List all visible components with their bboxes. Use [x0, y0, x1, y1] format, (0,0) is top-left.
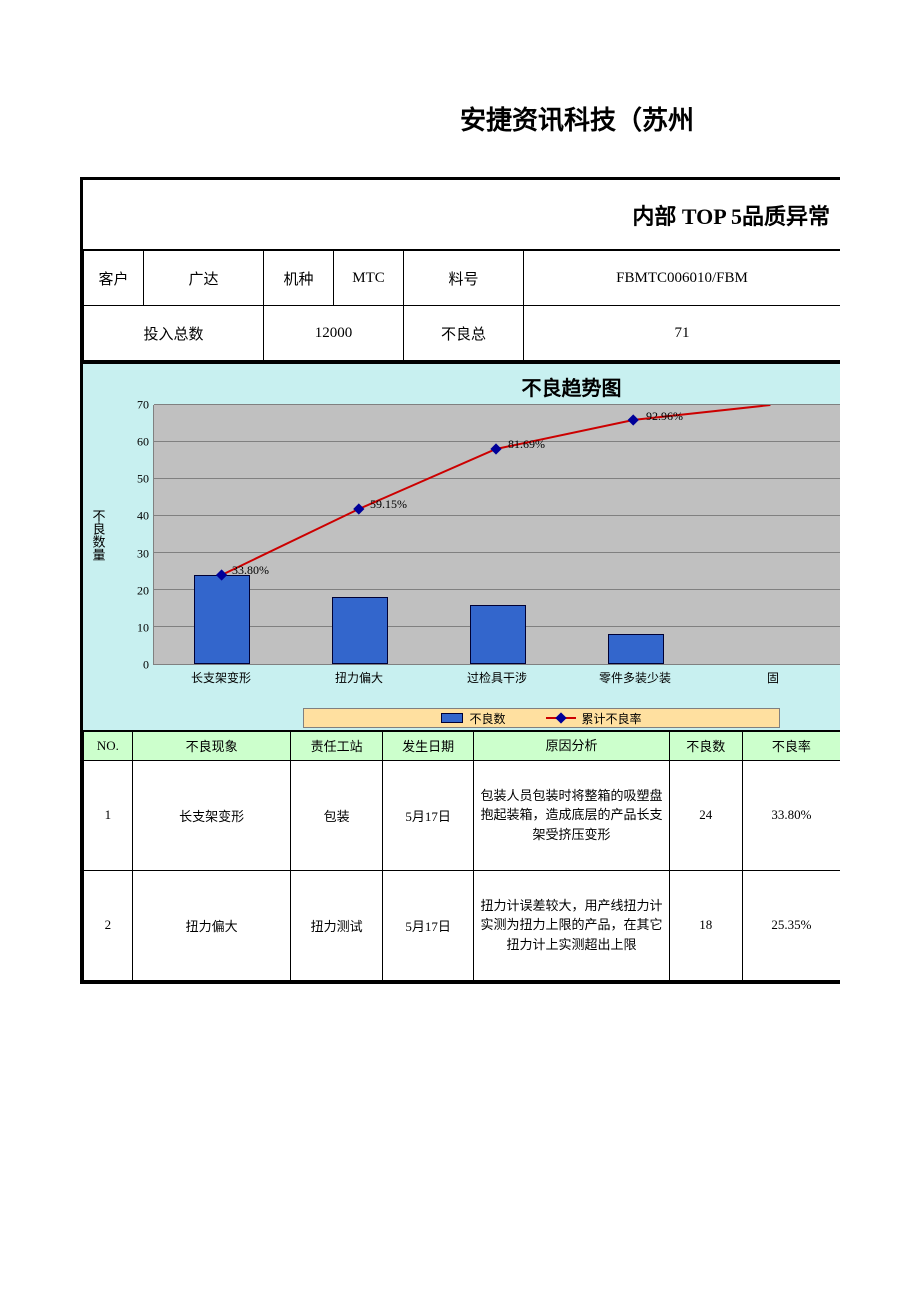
y-tick: 50	[137, 472, 149, 487]
th-cause: 原因分析	[474, 732, 669, 761]
th-rate: 不良率	[742, 732, 840, 761]
chart-legend: 不良数 累计不良率	[303, 708, 780, 728]
th-station: 责任工站	[291, 732, 383, 761]
model-label: 机种	[264, 251, 334, 306]
y-tick: 40	[137, 509, 149, 524]
y-tick: 0	[143, 658, 149, 673]
grid-line	[154, 404, 840, 405]
pct-label-2: 59.15%	[370, 497, 407, 512]
legend-line-label: 累计不良率	[582, 710, 642, 727]
info-row-2: 投入总数 12000 不良总 71	[84, 306, 841, 361]
x-label: 扭力偏大	[335, 669, 383, 686]
grid-line	[154, 552, 840, 553]
input-label: 投入总数	[84, 306, 264, 361]
plot-area: 33.80% 59.15% 81.69% 92.96%	[153, 405, 840, 665]
legend-diamond-icon	[555, 712, 566, 723]
cell-cause: 包装人员包装时将整箱的吸塑盘抱起装箱，造成底层的产品长支架受挤压变形	[474, 760, 669, 870]
info-row-1: 客户 广达 机种 MTC 料号 FBMTC006010/FBM	[84, 251, 841, 306]
x-label: 固	[767, 669, 779, 686]
defect-value: 71	[524, 306, 841, 361]
x-label: 长支架变形	[191, 669, 251, 686]
y-tick: 10	[137, 620, 149, 635]
info-table: 客户 广达 机种 MTC 料号 FBMTC006010/FBM 投入总数 120…	[83, 250, 840, 361]
legend-line: 累计不良率	[546, 710, 642, 727]
th-phenomenon: 不良现象	[132, 732, 291, 761]
grid-line	[154, 441, 840, 442]
th-qty: 不良数	[669, 732, 742, 761]
y-axis-label: 不良数量	[83, 405, 113, 705]
y-axis: 0 10 20 30 40 50 60 70	[113, 405, 153, 665]
cell-qty: 24	[669, 760, 742, 870]
defect-label: 不良总	[404, 306, 524, 361]
y-tick: 60	[137, 435, 149, 450]
grid-line	[154, 589, 840, 590]
th-date: 发生日期	[382, 732, 474, 761]
bar-2	[332, 597, 388, 664]
partno-value: FBMTC006010/FBM	[524, 251, 841, 306]
report-subtitle: 内部 TOP 5品质异常	[83, 180, 840, 250]
chart-title: 不良趋势图	[83, 364, 840, 405]
report-frame: 内部 TOP 5品质异常 客户 广达 机种 MTC 料号 FBMTC006010…	[80, 177, 840, 984]
pct-label-4: 92.96%	[646, 409, 683, 424]
x-label: 零件多装少装	[599, 669, 671, 686]
cell-no: 2	[84, 870, 133, 980]
customer-label: 客户	[84, 251, 144, 306]
y-tick: 70	[137, 398, 149, 413]
cell-rate: 33.80%	[742, 760, 840, 870]
pct-label-1: 33.80%	[232, 563, 269, 578]
y-tick: 20	[137, 583, 149, 598]
x-label: 过检具干涉	[467, 669, 527, 686]
x-axis: 长支架变形 扭力偏大 过检具干涉 零件多装少装 固	[153, 669, 840, 689]
cell-station: 包装	[291, 760, 383, 870]
pct-label-3: 81.69%	[508, 437, 545, 452]
partno-label: 料号	[404, 251, 524, 306]
cell-cause: 扭力计误差较大，用产线扭力计实测为扭力上限的产品，在其它扭力计上实测超出上限	[474, 870, 669, 980]
grid-line	[154, 515, 840, 516]
cell-no: 1	[84, 760, 133, 870]
cell-date: 5月17日	[382, 760, 474, 870]
cell-qty: 18	[669, 870, 742, 980]
table-header-row: NO. 不良现象 责任工站 发生日期 原因分析 不良数 不良率	[84, 732, 841, 761]
company-title: 安捷资讯科技（苏州	[80, 100, 920, 137]
model-value: MTC	[334, 251, 404, 306]
table-row: 2 扭力偏大 扭力测试 5月17日 扭力计误差较大，用产线扭力计实测为扭力上限的…	[84, 870, 841, 980]
cell-phenomenon: 扭力偏大	[132, 870, 291, 980]
bar-1	[194, 575, 250, 664]
customer-value: 广达	[144, 251, 264, 306]
y-tick: 30	[137, 546, 149, 561]
cell-phenomenon: 长支架变形	[132, 760, 291, 870]
legend-bars-label: 不良数	[469, 710, 505, 727]
cell-station: 扭力测试	[291, 870, 383, 980]
bar-4	[608, 634, 664, 664]
legend-box-icon	[441, 713, 463, 723]
pareto-chart: 不良趋势图 不良数量 0 10 20 30 40 50 60 70	[83, 361, 840, 731]
grid-line	[154, 478, 840, 479]
bar-3	[470, 605, 526, 664]
legend-line-icon	[546, 717, 576, 719]
input-value: 12000	[264, 306, 404, 361]
legend-bars: 不良数	[441, 710, 505, 727]
cell-rate: 25.35%	[742, 870, 840, 980]
cell-date: 5月17日	[382, 870, 474, 980]
table-row: 1 长支架变形 包装 5月17日 包装人员包装时将整箱的吸塑盘抱起装箱，造成底层…	[84, 760, 841, 870]
defect-table: NO. 不良现象 责任工站 发生日期 原因分析 不良数 不良率 1 长支架变形 …	[83, 731, 840, 981]
th-no: NO.	[84, 732, 133, 761]
